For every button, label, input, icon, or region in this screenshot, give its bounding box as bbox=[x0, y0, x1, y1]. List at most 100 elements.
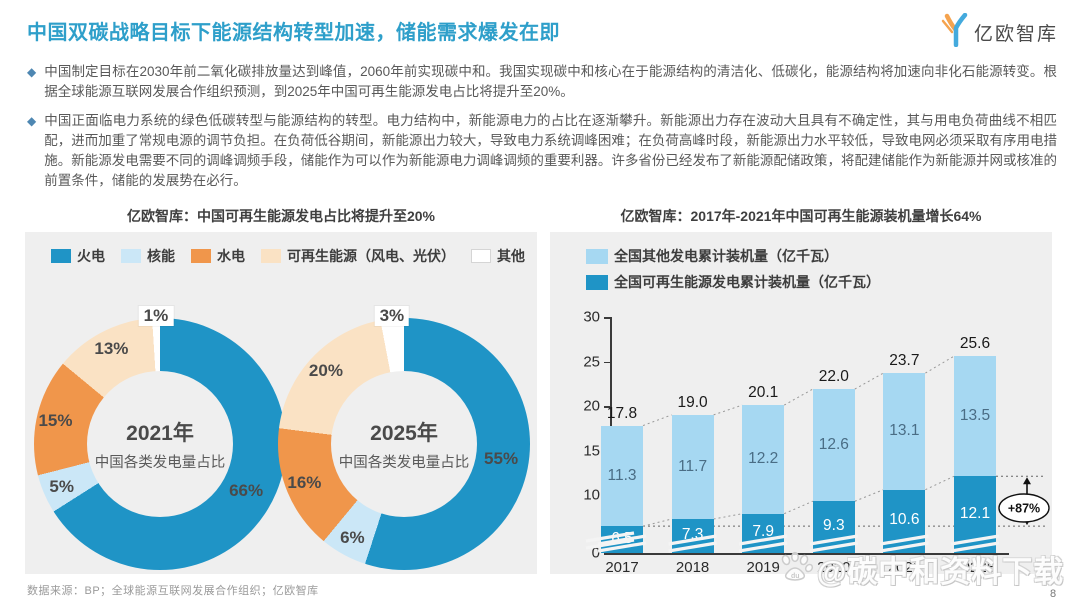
bar-chart-area: 0 10 15 20 25 30 17.8 11.3 6.5 2017 19.0 11.7 7.3 201… bbox=[550, 232, 1052, 576]
x-axis-label: 2020 bbox=[817, 559, 851, 576]
bar-segment-other bbox=[601, 425, 643, 527]
legend-item: 全国可再生能源发电累计装机量（亿千瓦） bbox=[586, 272, 880, 292]
donut-center-year: 2025年 bbox=[370, 421, 438, 445]
y-tick-label: 15 bbox=[583, 442, 600, 459]
legend-swatch bbox=[261, 249, 281, 263]
y-tick bbox=[604, 553, 610, 555]
legend-label: 火电 bbox=[77, 248, 105, 264]
bar-total-label: 23.7 bbox=[889, 352, 920, 370]
bar-renewable-value-label: 9.3 bbox=[823, 517, 845, 535]
legend-item: 全国其他发电累计装机量（亿千瓦） bbox=[586, 246, 880, 266]
bar-chart-panel: 全国其他发电累计装机量（亿千瓦） 全国可再生能源发电累计装机量（亿千瓦） 0 10 1… bbox=[550, 232, 1052, 576]
legend-label: 全国可再生能源发电累计装机量（亿千瓦） bbox=[614, 274, 880, 290]
bullet-item: ◆ 中国制定目标在2030年前二氧化碳排放量达到峰值，2060年前实现碳中和。我… bbox=[27, 62, 1057, 102]
donut-chart-panel: 火电 核能 水电 可再生能源（风电、光伏） 其他 2021年 中国各类发电量占比 66%… bbox=[25, 232, 537, 574]
bar-segment-other bbox=[742, 405, 785, 514]
x-axis-label: 2019 bbox=[746, 559, 780, 576]
diamond-bullet-icon: ◆ bbox=[27, 114, 37, 128]
bar-segment-other bbox=[671, 414, 714, 520]
legend-swatch bbox=[51, 249, 71, 263]
bar-total-label: 17.8 bbox=[606, 404, 638, 422]
page-number: 8 bbox=[1050, 588, 1057, 600]
diamond-bullet-icon: ◆ bbox=[27, 65, 37, 79]
donut-label: 55% bbox=[484, 449, 519, 469]
bar-renewable-value-label: 7.3 bbox=[681, 526, 704, 543]
bar-chart-title: 亿欧智库：2017年-2021年中国可再生能源装机量增长64% bbox=[620, 208, 982, 224]
bar-total-label: 19.0 bbox=[677, 393, 708, 411]
donut-label: 1% bbox=[138, 305, 174, 326]
bar-other-value-label: 12.2 bbox=[748, 450, 779, 468]
bar-other-value-label: 13.1 bbox=[889, 422, 920, 440]
bar-renewable-value-label: 10.6 bbox=[889, 511, 920, 529]
donut-center-subtitle: 中国各类发电量占比 bbox=[94, 454, 226, 471]
legend-swatch bbox=[586, 274, 608, 290]
bullet-text: 中国制定目标在2030年前二氧化碳排放量达到峰值，2060年前实现碳中和。我国实… bbox=[44, 64, 1057, 99]
bullet-text: 中国正面临电力系统的绿色低碳转型与能源结构的转型。电力结构中，新能源电力的占比在… bbox=[44, 113, 1057, 188]
legend-swatch bbox=[191, 249, 211, 263]
y-tick bbox=[604, 317, 610, 319]
y-tick-label: 0 bbox=[591, 544, 600, 562]
bar-segment-other bbox=[883, 373, 926, 490]
brand-logo-text: 亿欧智库 bbox=[973, 24, 1058, 45]
bar-renewable-value-label: 12.1 bbox=[959, 504, 991, 522]
bar-other-value-label: 12.6 bbox=[818, 436, 849, 454]
y-tick-label: 30 bbox=[583, 308, 600, 326]
y-tick-label: 25 bbox=[583, 353, 600, 370]
donut-center: 2025年 中国各类发电量占比 bbox=[331, 371, 477, 517]
bar-renewable-value-label: 7.9 bbox=[752, 523, 774, 541]
donut-label: 6% bbox=[340, 527, 365, 547]
legend-swatch bbox=[586, 248, 608, 264]
page-title: 中国双碳战略目标下能源结构转型加速，储能需求爆发在即 bbox=[27, 22, 560, 44]
legend-item: 其他 bbox=[471, 246, 525, 266]
x-axis-label: 2017 bbox=[605, 559, 639, 576]
y-tick bbox=[604, 361, 610, 363]
brand-logo: 亿欧智库 bbox=[941, 12, 1058, 52]
donut-2021: 2021年 中国各类发电量占比 66% 5% 15% 13% 1% bbox=[34, 305, 286, 570]
x-axis-label: 2021 bbox=[887, 559, 922, 576]
x-axis-label: 2018 bbox=[675, 559, 710, 576]
legend-item: 水电 bbox=[191, 246, 245, 266]
donut-label: 16% bbox=[287, 473, 322, 493]
donut-label: 20% bbox=[308, 360, 343, 380]
data-source-note: 数据来源：BP；全球能源互联网发展合作组织；亿欧智库 bbox=[27, 585, 319, 597]
bullet-item: ◆ 中国正面临电力系统的绿色低碳转型与能源结构的转型。电力结构中，新能源电力的占… bbox=[27, 111, 1057, 191]
y-tick bbox=[604, 406, 610, 408]
bar-legend: 全国其他发电累计装机量（亿千瓦） 全国可再生能源发电累计装机量（亿千瓦） bbox=[586, 246, 880, 292]
donut-center-year: 2021年 bbox=[126, 421, 194, 445]
legend-label: 全国其他发电累计装机量（亿千瓦） bbox=[614, 248, 838, 264]
donut-label: 3% bbox=[374, 306, 410, 327]
donut-center: 2021年 中国各类发电量占比 bbox=[87, 371, 233, 517]
legend-item: 可再生能源（风电、光伏） bbox=[261, 246, 455, 266]
donut-label: 5% bbox=[49, 476, 74, 496]
donut-label: 15% bbox=[38, 410, 73, 430]
y-tick-label: 10 bbox=[583, 486, 600, 504]
bar-total-label: 20.1 bbox=[748, 384, 779, 402]
legend-label: 核能 bbox=[147, 248, 175, 264]
legend-item: 核能 bbox=[121, 246, 175, 266]
legend-label: 水电 bbox=[217, 248, 245, 264]
legend-label: 其他 bbox=[497, 248, 525, 264]
bar-other-value-label: 11.7 bbox=[678, 457, 708, 475]
legend-swatch bbox=[471, 249, 491, 263]
donut-chart-title: 亿欧智库：中国可再生能源发电占比将提升至20% bbox=[126, 208, 436, 224]
donut-legend: 火电 核能 水电 可再生能源（风电、光伏） 其他 bbox=[51, 246, 525, 266]
donut-center-subtitle: 中国各类发电量占比 bbox=[338, 454, 470, 471]
x-axis bbox=[607, 553, 1009, 555]
donut-label: 66% bbox=[229, 481, 264, 501]
bar-renewable-value-label: 6.5 bbox=[611, 529, 633, 547]
bar-other-value-label: 11.3 bbox=[607, 466, 637, 484]
donut-label: 13% bbox=[94, 338, 129, 358]
y-tick-label: 20 bbox=[583, 397, 600, 415]
bar-segment-other bbox=[954, 356, 996, 477]
bar-total-label: 25.6 bbox=[959, 335, 991, 353]
bar-total-label: 22.0 bbox=[818, 368, 849, 386]
donut-2025: 2025年 中国各类发电量占比 55% 6% 16% 20% 3% bbox=[278, 306, 530, 570]
legend-item: 火电 bbox=[51, 246, 105, 266]
bar-segment-other bbox=[812, 389, 855, 502]
legend-label: 可再生能源（风电、光伏） bbox=[287, 248, 455, 264]
yiou-logo-icon bbox=[941, 12, 969, 52]
legend-swatch bbox=[121, 249, 141, 263]
x-axis-label: 2022E bbox=[953, 559, 997, 576]
summary-bullets: ◆ 中国制定目标在2030年前二氧化碳排放量达到峰值，2060年前实现碳中和。我… bbox=[27, 62, 1057, 200]
